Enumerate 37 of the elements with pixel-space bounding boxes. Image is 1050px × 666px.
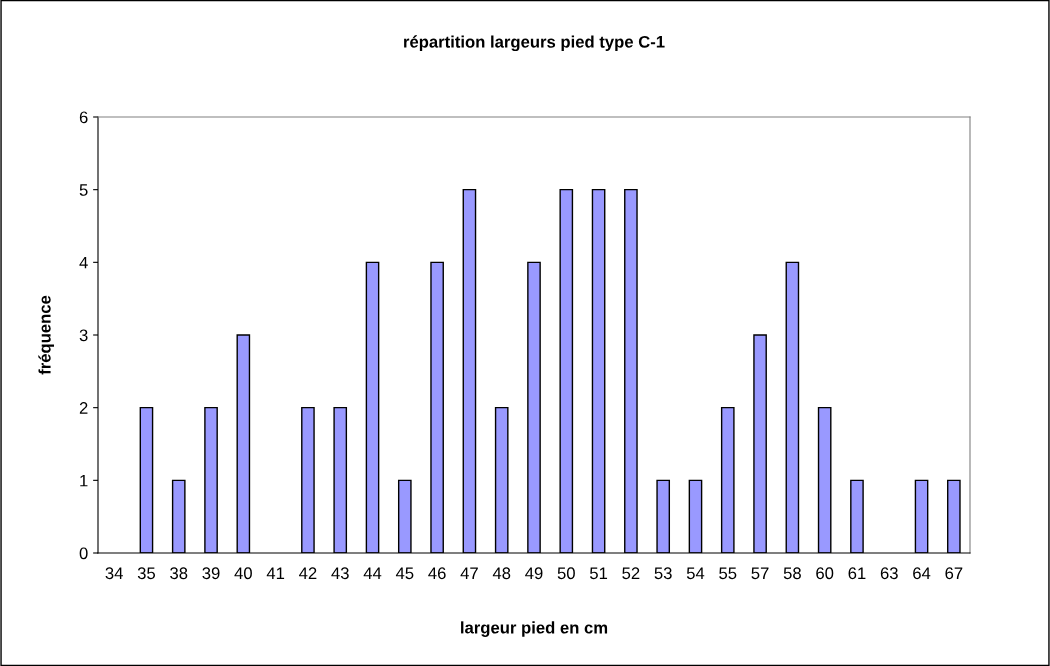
y-tick-label: 6 [79,111,88,124]
x-tick-label: 51 [589,567,608,580]
x-tick-label: 46 [428,567,446,580]
y-tick-label: 0 [79,547,88,560]
x-tick-label: 53 [654,567,672,580]
y-tick-label: 1 [80,474,88,487]
x-tick-label: 49 [525,567,543,580]
x-tick-label: 42 [299,567,317,579]
x-tick-label: 63 [880,567,898,580]
x-axis-title: largeur pied en cm [461,621,608,637]
x-tick-label: 54 [686,567,705,580]
x-tick-label: 34 [105,567,123,580]
y-tick-label: 5 [79,184,88,196]
y-tick-label: 4 [79,256,88,269]
y-tick-label: 3 [79,329,88,342]
y-tick-label: 2 [79,402,88,414]
x-tick-label: 44 [363,567,382,579]
x-tick-label: 52 [622,567,640,580]
x-tick-label: 35 [137,567,156,580]
x-tick-label: 61 [848,567,866,580]
x-tick-label: 40 [234,567,252,580]
x-tick-label: 64 [913,567,931,580]
x-tick-label: 39 [202,567,220,580]
x-tick-label: 47 [460,567,478,579]
x-tick-label: 60 [816,567,834,580]
x-tick-label: 43 [331,567,349,580]
x-tick-label: 45 [395,567,414,580]
x-tick-label: 58 [783,567,801,580]
y-axis-title: fréquence [38,295,55,375]
x-tick-label: 48 [492,567,511,580]
x-tick-label: 38 [170,567,188,580]
x-tick-label: 41 [266,567,285,579]
x-tick-label: 50 [557,567,575,580]
x-tick-label: 57 [751,567,769,580]
x-tick-label: 55 [719,567,737,580]
x-tick-label: 67 [945,567,963,580]
chart-title: répartition largeurs pied type C-1 [404,35,665,52]
